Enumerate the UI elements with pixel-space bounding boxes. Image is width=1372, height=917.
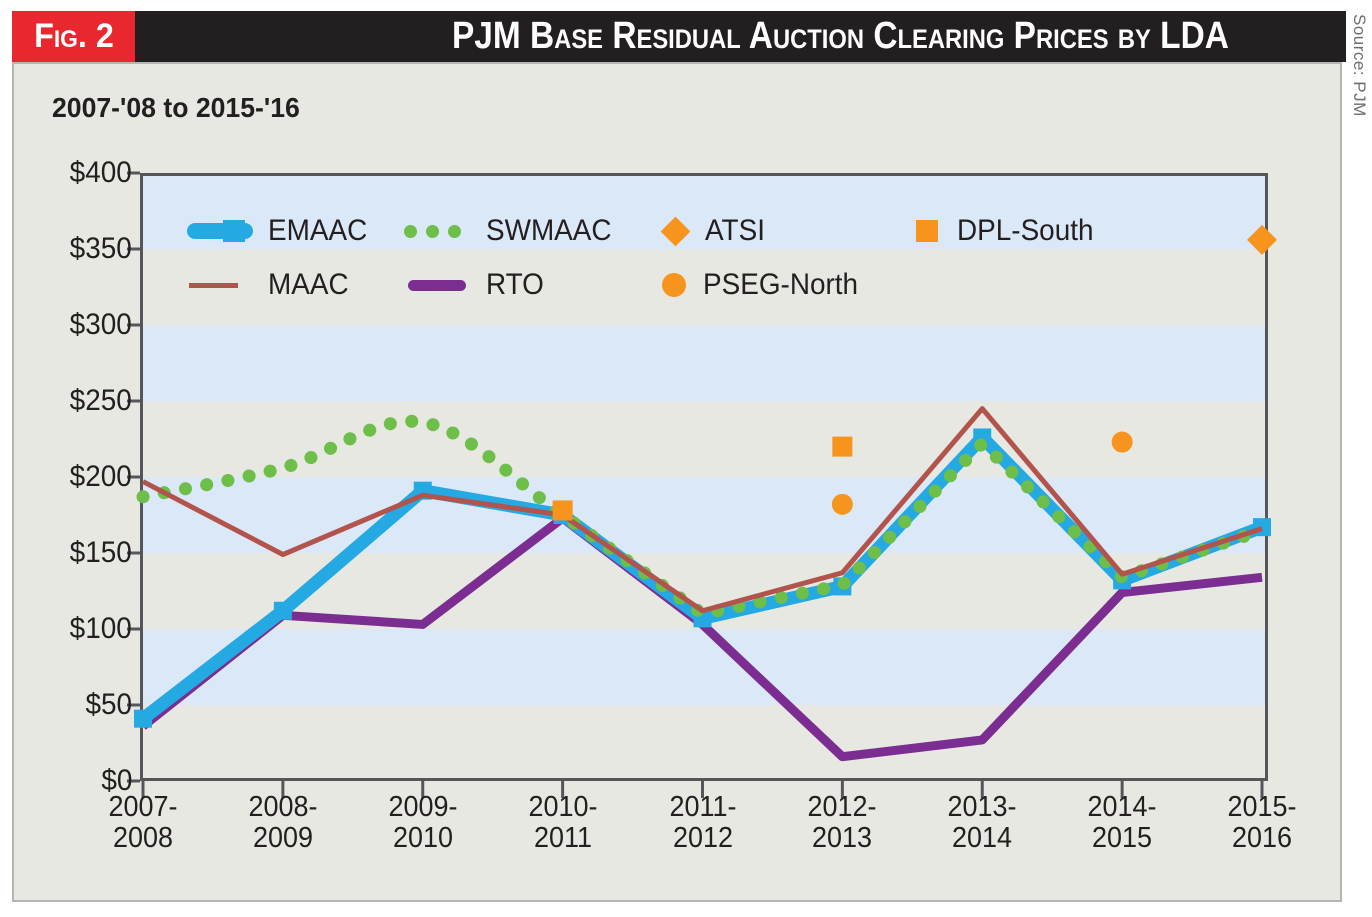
legend-label-dpl-south: DPL-South	[957, 214, 1094, 247]
x-axis-label: 2010- 2011	[528, 791, 598, 854]
dpl-south-marker	[832, 436, 853, 457]
x-axis-label: 2011- 2012	[669, 791, 736, 854]
legend-label-rto: RTO	[486, 268, 544, 301]
pseg-north-marker	[1111, 431, 1133, 453]
pseg-north-marker	[831, 493, 853, 515]
plot-area	[140, 173, 1268, 781]
emaac-point-marker	[134, 709, 152, 728]
x-axis-label: 2008- 2009	[248, 791, 318, 854]
x-axis-label: 2007- 2008	[108, 791, 178, 854]
legend-label-maac: MAAC	[268, 268, 349, 301]
dpl-south-marker	[552, 500, 573, 521]
dpl-south-square-icon	[916, 220, 938, 242]
maac-series-line	[141, 406, 1263, 614]
legend-label-atsi: ATSI	[705, 214, 765, 247]
legend-label-pseg-north: PSEG-North	[703, 268, 859, 301]
x-axis-label: 2013- 2014	[947, 791, 1017, 854]
atsi-diamond-icon	[660, 216, 690, 246]
figure-number-badge: Fig. 2	[12, 11, 135, 62]
y-axis-label: $200	[69, 460, 132, 493]
atsi-marker	[1247, 224, 1277, 255]
legend-label-emaac: EMAAC	[268, 214, 368, 247]
x-axis-label: 2015- 2016	[1227, 791, 1297, 854]
y-axis-label: $100	[69, 612, 132, 645]
y-axis-label: $400	[69, 156, 132, 189]
emaac-point-marker	[1253, 518, 1271, 537]
legend-label-swmaac: SWMAAC	[486, 214, 612, 247]
pseg-north-circle-icon	[662, 273, 686, 297]
chart-canvas	[127, 171, 1277, 798]
y-axis-label: $0	[100, 764, 132, 797]
x-axis-label: 2014- 2015	[1087, 791, 1157, 854]
x-axis-label: 2012- 2013	[807, 791, 877, 854]
figure-number-label: Fig. 2	[33, 17, 114, 55]
swmaac-dots-swatch	[404, 224, 461, 238]
maac-line-swatch	[189, 282, 238, 288]
source-attribution: Source: PJM	[1350, 14, 1369, 117]
plot-frame	[140, 173, 1268, 781]
emaac-point-marker	[273, 601, 292, 620]
y-axis-label: $300	[69, 308, 132, 341]
chart-subtitle: 2007-'08 to 2015-'16	[52, 92, 300, 123]
chart-title: PJM Base Residual Auction Clearing Price…	[452, 15, 1229, 57]
emaac-line-swatch	[187, 219, 253, 243]
title-bar: PJM Base Residual Auction Clearing Price…	[135, 11, 1346, 62]
swmaac-series-dotted-line	[136, 414, 1269, 621]
y-axis-label: $150	[69, 536, 132, 569]
y-axis-label: $250	[69, 384, 132, 417]
y-axis-label: $50	[85, 688, 132, 721]
emaac-series-line	[136, 430, 1269, 726]
rto-line-swatch	[408, 279, 466, 291]
y-axis-label: $350	[69, 232, 132, 265]
x-axis-label: 2009- 2010	[388, 791, 458, 854]
